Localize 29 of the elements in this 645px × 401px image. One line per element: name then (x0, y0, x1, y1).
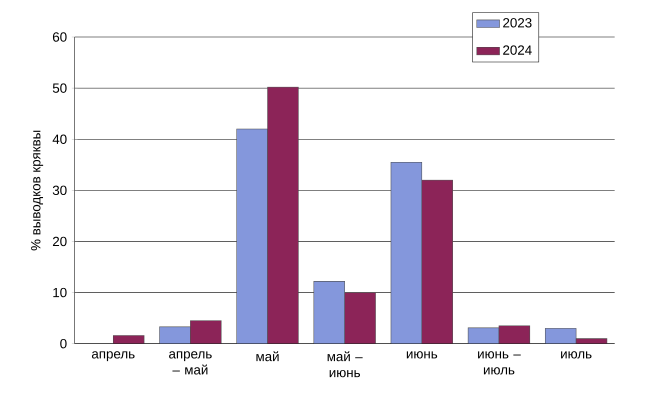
y-tick-label: 0 (60, 338, 67, 348)
bar (268, 87, 298, 344)
bar (113, 335, 144, 344)
y-tick-label: 40 (52, 134, 67, 144)
x-tick-label: апрель (92, 351, 135, 362)
x-tick-label: июль (561, 351, 592, 359)
bar (314, 281, 345, 344)
y-axis-title: % выводков кряквы (31, 130, 44, 250)
x-tick-label: июнь (406, 351, 438, 359)
y-tick-label: 10 (53, 288, 67, 298)
y-tick-label: 60 (52, 32, 67, 42)
y-tick-label: 20 (52, 236, 67, 246)
bar (344, 292, 376, 344)
bar (190, 320, 222, 344)
bar (390, 162, 422, 344)
x-tick-label: апрель – май (169, 351, 212, 375)
bar (544, 328, 576, 344)
legend-label: 2023 (503, 18, 532, 28)
y-tick-label: 50 (52, 83, 67, 93)
legend-label: 2024 (503, 45, 532, 55)
bar (498, 326, 530, 344)
bar (160, 326, 190, 344)
x-tick-label: май – июнь (328, 351, 363, 378)
x-tick-label: июнь – июль (478, 351, 521, 375)
x-tick-label: май (256, 351, 279, 362)
bar (468, 328, 499, 344)
y-tick-label: 30 (52, 186, 67, 196)
bar (236, 129, 268, 344)
bar (422, 180, 453, 344)
